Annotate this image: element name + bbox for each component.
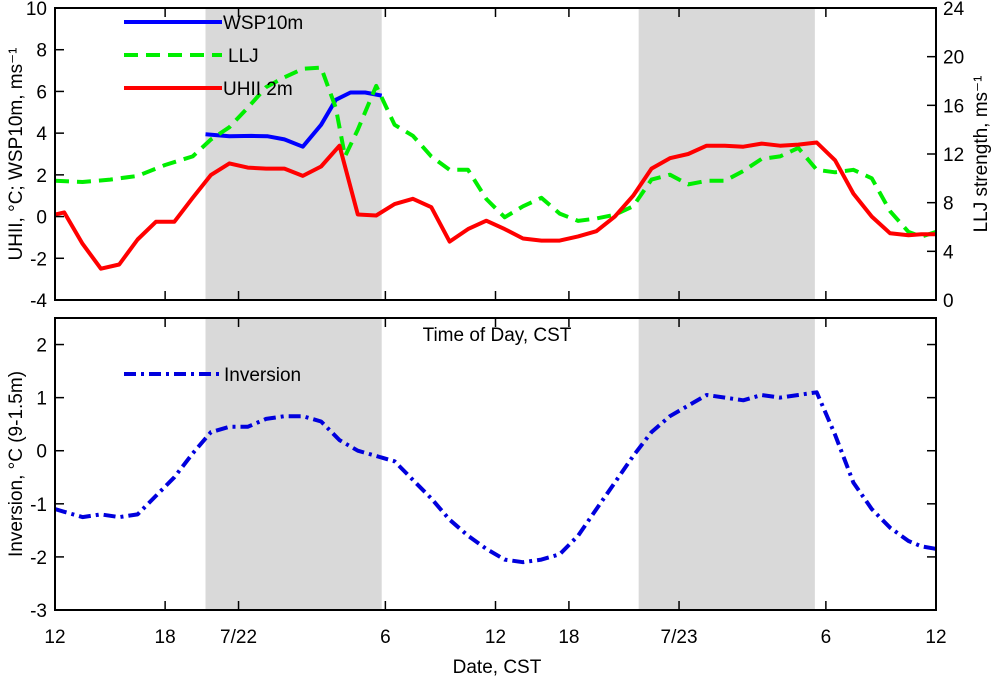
y-tick-label-0: -4 (30, 291, 47, 312)
night-shading-band-0 (205, 318, 382, 610)
x-tick-label-0: 12 (44, 627, 65, 648)
x-tick-label-8: 12 (925, 627, 946, 648)
y2-tick-label-1: 4 (943, 242, 954, 263)
y-tick-label-4: 4 (36, 124, 47, 145)
y-tick-label-5: 2 (36, 336, 47, 357)
y-tick-label-2: 0 (36, 208, 47, 229)
legend-label-uhii2m: UHII 2m (223, 79, 293, 100)
night-shading-band-1 (638, 8, 815, 300)
top-legend: WSP10m LLJ UHII 2m (124, 13, 303, 100)
top-right-tick-labels: 0 4 8 12 16 20 24 (943, 0, 965, 312)
legend-label-inversion: Inversion (224, 365, 301, 386)
top-y2-axis-label: LLJ strength, ms⁻¹ (971, 76, 992, 233)
y2-tick-label-3: 12 (943, 145, 964, 166)
bottom-left-tick-labels: -3 -2 -1 0 1 2 (30, 336, 47, 622)
x-tick-label-7: 6 (821, 627, 832, 648)
x-tick-label-5: 18 (558, 627, 579, 648)
bottom-y-axis-label: Inversion, °C (9-1.5m) (6, 371, 27, 557)
legend-label-wsp10m: WSP10m (223, 13, 303, 34)
x-tick-label-1: 18 (155, 627, 176, 648)
y-tick-label-1: -2 (30, 548, 47, 569)
top-left-tick-labels: -4 -2 0 2 4 6 8 10 (26, 0, 48, 312)
bottom-x-tick-labels: 12 18 7/22 6 12 18 7/23 6 12 (44, 627, 946, 648)
y-tick-label-7: 10 (26, 0, 47, 20)
top-night-shading (205, 8, 815, 300)
y2-tick-label-0: 0 (943, 291, 954, 312)
night-shading-band-1 (638, 318, 815, 610)
x-tick-label-2: 7/22 (220, 627, 257, 648)
y2-tick-label-4: 16 (943, 96, 964, 117)
series-line-llj (55, 65, 936, 239)
x-tick-label-6: 7/23 (661, 627, 698, 648)
series-line-wsp10m (205, 90, 383, 149)
y-tick-label-3: 0 (36, 442, 47, 463)
night-shading-band-0 (205, 8, 382, 300)
bottom-axis-ticks (54, 318, 937, 611)
y-tick-label-3: 2 (36, 166, 47, 187)
y2-tick-label-2: 8 (943, 194, 954, 215)
y-tick-label-1: -2 (30, 249, 47, 270)
y-tick-label-4: 1 (36, 389, 47, 410)
legend-label-llj: LLJ (228, 46, 259, 67)
bottom-series-group (55, 390, 936, 565)
x-tick-label-3: 6 (380, 627, 391, 648)
y-tick-label-5: 6 (36, 82, 47, 103)
y-tick-label-2: -1 (30, 495, 47, 516)
top-y-axis-label: UHII, °C; WSP10m, ms⁻¹ (6, 48, 27, 261)
y-tick-label-0: -3 (30, 601, 47, 622)
series-line-inversion (55, 390, 936, 565)
bottom-legend: Inversion (124, 365, 301, 386)
y-tick-label-6: 8 (36, 41, 47, 62)
series-line-uhii-2m (55, 140, 936, 271)
bottom-x-axis-label: Date, CST (453, 657, 542, 678)
top-x-axis-label: Time of Day, CST (423, 325, 572, 346)
y2-tick-label-6: 24 (943, 0, 965, 20)
top-axis-ticks (54, 7, 937, 301)
top-series-group (55, 65, 936, 271)
x-tick-label-4: 12 (485, 627, 506, 648)
bottom-night-shading (205, 318, 815, 610)
y2-tick-label-5: 20 (943, 48, 964, 69)
